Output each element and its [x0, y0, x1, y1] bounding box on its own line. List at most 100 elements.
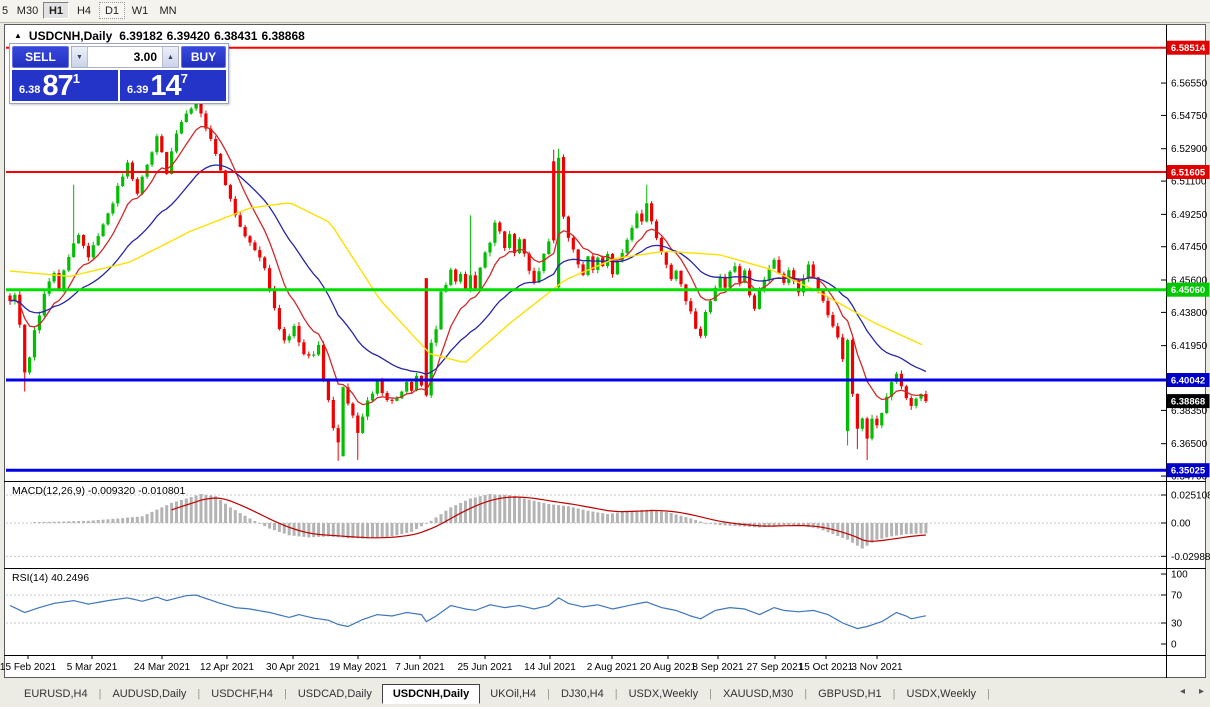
svg-text:12 Apr 2021: 12 Apr 2021: [200, 662, 254, 673]
tab-usdchf-h4[interactable]: USDCHF,H4: [211, 687, 273, 700]
tab-separator: |: [547, 687, 550, 700]
ohlc-close: 6.38868: [261, 29, 305, 43]
tab-separator: |: [709, 687, 712, 700]
tab-separator: |: [804, 687, 808, 700]
tf-button-d1[interactable]: D1: [99, 2, 125, 19]
macd-label: MACD(12,26,9) -0.009320 -0.010801: [12, 485, 186, 497]
tf-button-h4[interactable]: H4: [76, 5, 92, 17]
tab-separator: |: [892, 687, 896, 700]
volume-spinner: ▼ 3.00 ▲: [71, 46, 179, 68]
svg-text:6.36500: 6.36500: [1171, 439, 1208, 450]
svg-text:6.51605: 6.51605: [1171, 168, 1206, 179]
date-axis: 15 Feb 2021 5 Mar 2021 24 Mar 2021 12 Apr 2…: [0, 655, 903, 673]
svg-text:20 Aug 2021: 20 Aug 2021: [640, 662, 697, 673]
candlestick-series: [8, 83, 928, 461]
svg-text:6.41950: 6.41950: [1171, 341, 1208, 352]
price-axis: 6.56550 6.54750 6.52900 6.51100 6.49250 6.474…: [1161, 40, 1210, 483]
bid-price-base: 6.38: [19, 84, 41, 96]
tf-button-h1[interactable]: H1: [43, 2, 69, 19]
svg-text:7 Jun 2021: 7 Jun 2021: [395, 662, 445, 673]
chart-tab-bar: EURUSD,H4 | AUDUSD,Daily | USDCHF,H4 | USDC…: [0, 680, 1210, 707]
svg-text:19 May 2021: 19 May 2021: [329, 662, 387, 673]
rsi-label: RSI(14) 40.2496: [12, 572, 89, 584]
svg-text:6.56550: 6.56550: [1171, 79, 1208, 90]
ma-mid-line: [9, 164, 927, 376]
svg-text:6.51100: 6.51100: [1171, 177, 1207, 188]
tab-usdcad-daily[interactable]: USDCAD,Daily: [297, 687, 372, 700]
bid-quote[interactable]: 6.38 87 1: [12, 70, 118, 101]
svg-text:0.00: 0.00: [1171, 519, 1191, 530]
svg-text:6.40042: 6.40042: [1171, 375, 1205, 386]
buy-button[interactable]: BUY: [181, 46, 226, 68]
ask-price-pipette: 7: [180, 71, 188, 86]
tab-separator: |: [197, 687, 201, 700]
svg-text:6.43800: 6.43800: [1171, 308, 1208, 319]
chart-frame: [4, 25, 1206, 678]
indicator-gridlines: [6, 494, 1166, 624]
tab-ukoil-h4[interactable]: UKOil,H4: [490, 687, 537, 700]
sell-button[interactable]: SELL: [12, 46, 69, 68]
svg-text:27 Sep 2021: 27 Sep 2021: [747, 662, 804, 673]
svg-text:14 Jul 2021: 14 Jul 2021: [524, 662, 576, 673]
svg-text:2 Aug 2021: 2 Aug 2021: [587, 662, 638, 673]
tab-eurusd-h4[interactable]: EURUSD,H4: [24, 687, 88, 700]
tf-button-m30[interactable]: M30: [16, 5, 39, 17]
tab-dj30-h4[interactable]: DJ30,H4: [560, 687, 604, 700]
svg-text:6.58514: 6.58514: [1171, 43, 1206, 54]
svg-text:100: 100: [1171, 570, 1188, 581]
collapse-panel-icon[interactable]: ▲: [14, 30, 22, 40]
svg-text:0.025108: 0.025108: [1171, 491, 1210, 502]
svg-text:5 Mar 2021: 5 Mar 2021: [67, 662, 118, 673]
ohlc-open: 6.39182: [119, 29, 163, 43]
svg-text:24 Mar 2021: 24 Mar 2021: [134, 662, 191, 673]
svg-text:6.45060: 6.45060: [1171, 285, 1205, 296]
one-click-trading-panel: SELL ▼ 3.00 ▲ BUY 6.38 87 1 6.39 14 7: [9, 43, 229, 104]
ask-quote[interactable]: 6.39 14 7: [120, 70, 226, 101]
svg-text:6.52900: 6.52900: [1171, 144, 1208, 155]
svg-text:3 Nov 2021: 3 Nov 2021: [851, 662, 903, 673]
macd-signal-line: [171, 496, 926, 542]
tab-xauusd-m30[interactable]: XAUUSD,M30: [722, 687, 794, 700]
bid-price-pips: 87: [42, 70, 73, 101]
ask-price-base: 6.39: [127, 84, 149, 96]
svg-text:15 Feb 2021: 15 Feb 2021: [0, 662, 57, 673]
macd-indicator: [33, 494, 928, 549]
tab-usdx-weekly[interactable]: USDX,Weekly: [628, 687, 699, 700]
tf-button-w1[interactable]: W1: [131, 5, 149, 17]
svg-text:6.45600: 6.45600: [1171, 276, 1208, 287]
tab-scroll-right-icon[interactable]: ▸: [1198, 686, 1204, 697]
ma-fast-line: [9, 125, 927, 406]
tab-audusd-daily[interactable]: AUDUSD,Daily: [112, 687, 187, 700]
svg-text:30 Apr 2021: 30 Apr 2021: [266, 662, 320, 673]
svg-text:6.38868: 6.38868: [1171, 397, 1205, 408]
svg-text:8 Sep 2021: 8 Sep 2021: [692, 662, 744, 673]
svg-text:0: 0: [1171, 640, 1177, 651]
svg-text:15 Oct 2021: 15 Oct 2021: [799, 662, 854, 673]
svg-text:6.35025: 6.35025: [1171, 466, 1206, 477]
tab-separator: |: [284, 687, 287, 700]
tab-usdx-weekly-2[interactable]: USDX,Weekly: [906, 687, 977, 700]
tab-scroll-left-icon[interactable]: ◂: [1179, 686, 1185, 697]
svg-text:25 Jun 2021: 25 Jun 2021: [457, 662, 512, 673]
horizontal-level-lines: [6, 46, 1166, 472]
tab-separator: |: [987, 687, 990, 700]
volume-input[interactable]: 3.00: [133, 50, 157, 64]
volume-increase-icon[interactable]: ▲: [162, 47, 178, 67]
svg-text:70: 70: [1171, 591, 1183, 602]
tab-gbpusd-h1[interactable]: GBPUSD,H1: [818, 687, 882, 700]
volume-decrease-icon[interactable]: ▼: [72, 47, 88, 67]
ask-price-pips: 14: [150, 70, 181, 101]
ohlc-high: 6.39420: [166, 29, 211, 43]
svg-text:6.47450: 6.47450: [1171, 242, 1208, 253]
tab-usdcnh-daily-active[interactable]: USDCNH,Daily: [381, 683, 481, 704]
ohlc-low: 6.38431: [214, 29, 258, 43]
svg-text:6.38350: 6.38350: [1171, 406, 1208, 417]
svg-text:6.49250: 6.49250: [1171, 210, 1208, 221]
ma-slow-line: [9, 202, 923, 363]
tf-button-m5[interactable]: 5: [1, 5, 9, 17]
svg-text:6.54750: 6.54750: [1171, 111, 1208, 122]
tf-button-mn[interactable]: MN: [159, 5, 177, 17]
